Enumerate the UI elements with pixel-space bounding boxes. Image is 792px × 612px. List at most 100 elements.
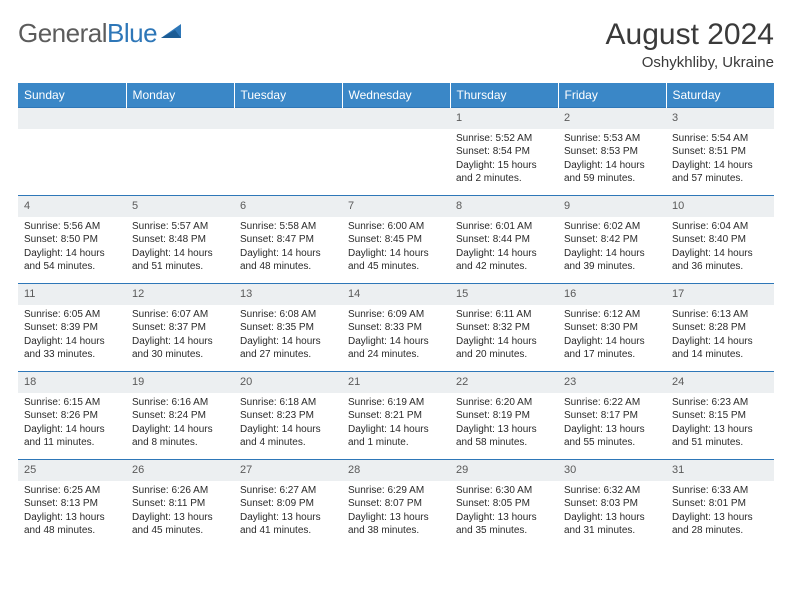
sunrise-text: Sunrise: 6:12 AM	[564, 308, 660, 322]
sunrise-text: Sunrise: 6:15 AM	[24, 396, 120, 410]
weekday-header: Monday	[126, 83, 234, 108]
calendar-cell	[126, 108, 234, 196]
sunrise-text: Sunrise: 6:33 AM	[672, 484, 768, 498]
day-number: 24	[666, 372, 774, 393]
day-number: 30	[558, 460, 666, 481]
day-number: 5	[126, 196, 234, 217]
calendar-cell: 25 Sunrise: 6:25 AMSunset: 8:13 PMDayligh…	[18, 460, 126, 548]
daylight-text: Daylight: 14 hours and 30 minutes.	[132, 335, 228, 362]
sunset-text: Sunset: 8:28 PM	[672, 321, 768, 335]
sunset-text: Sunset: 8:11 PM	[132, 497, 228, 511]
day-number: 18	[18, 372, 126, 393]
sunset-text: Sunset: 8:37 PM	[132, 321, 228, 335]
day-number: 12	[126, 284, 234, 305]
day-number: 25	[18, 460, 126, 481]
sunrise-text: Sunrise: 5:57 AM	[132, 220, 228, 234]
sunset-text: Sunset: 8:19 PM	[456, 409, 552, 423]
daylight-text: Daylight: 13 hours and 48 minutes.	[24, 511, 120, 538]
day-number: 29	[450, 460, 558, 481]
calendar-cell: 9Sunrise: 6:02 AMSunset: 8:42 PMDaylight…	[558, 196, 666, 284]
sunrise-text: Sunrise: 6:16 AM	[132, 396, 228, 410]
sunrise-text: Sunrise: 6:22 AM	[564, 396, 660, 410]
daylight-text: Daylight: 14 hours and 36 minutes.	[672, 247, 768, 274]
day-number	[234, 108, 342, 129]
calendar-cell: 13Sunrise: 6:08 AMSunset: 8:35 PMDayligh…	[234, 284, 342, 372]
daylight-text: Daylight: 14 hours and 48 minutes.	[240, 247, 336, 274]
calendar-cell: 30Sunrise: 6:32 AMSunset: 8:03 PMDayligh…	[558, 460, 666, 548]
daylight-text: Daylight: 14 hours and 54 minutes.	[24, 247, 120, 274]
calendar-cell	[234, 108, 342, 196]
sunrise-text: Sunrise: 5:58 AM	[240, 220, 336, 234]
day-number: 22	[450, 372, 558, 393]
sunset-text: Sunset: 8:32 PM	[456, 321, 552, 335]
sunset-text: Sunset: 8:05 PM	[456, 497, 552, 511]
sunset-text: Sunset: 8:42 PM	[564, 233, 660, 247]
sunrise-text: Sunrise: 6:05 AM	[24, 308, 120, 322]
day-number: 8	[450, 196, 558, 217]
daylight-text: Daylight: 14 hours and 39 minutes.	[564, 247, 660, 274]
calendar-cell: 27Sunrise: 6:27 AMSunset: 8:09 PMDayligh…	[234, 460, 342, 548]
daylight-text: Daylight: 13 hours and 58 minutes.	[456, 423, 552, 450]
day-number: 9	[558, 196, 666, 217]
sunrise-text: Sunrise: 6:11 AM	[456, 308, 552, 322]
sunset-text: Sunset: 8:54 PM	[456, 145, 552, 159]
brand-logo: GeneralBlue	[18, 18, 183, 49]
sunset-text: Sunset: 8:15 PM	[672, 409, 768, 423]
calendar-cell: 1Sunrise: 5:52 AMSunset: 8:54 PMDaylight…	[450, 108, 558, 196]
location-label: Oshykhliby, Ukraine	[606, 54, 774, 71]
day-number	[18, 108, 126, 129]
calendar-cell: 5Sunrise: 5:57 AMSunset: 8:48 PMDaylight…	[126, 196, 234, 284]
daylight-text: Daylight: 14 hours and 4 minutes.	[240, 423, 336, 450]
calendar-cell: 14Sunrise: 6:09 AMSunset: 8:33 PMDayligh…	[342, 284, 450, 372]
day-number: 4	[18, 196, 126, 217]
calendar-cell: 21Sunrise: 6:19 AMSunset: 8:21 PMDayligh…	[342, 372, 450, 460]
day-number: 10	[666, 196, 774, 217]
day-number	[126, 108, 234, 129]
daylight-text: Daylight: 14 hours and 1 minute.	[348, 423, 444, 450]
calendar-row: 1Sunrise: 5:52 AMSunset: 8:54 PMDaylight…	[18, 108, 774, 196]
day-number: 7	[342, 196, 450, 217]
sunrise-text: Sunrise: 5:53 AM	[564, 132, 660, 146]
daylight-text: Daylight: 14 hours and 20 minutes.	[456, 335, 552, 362]
sunrise-text: Sunrise: 6:07 AM	[132, 308, 228, 322]
sunset-text: Sunset: 8:47 PM	[240, 233, 336, 247]
sunrise-text: Sunrise: 6:19 AM	[348, 396, 444, 410]
calendar-cell: 2Sunrise: 5:53 AMSunset: 8:53 PMDaylight…	[558, 108, 666, 196]
day-number: 21	[342, 372, 450, 393]
sunrise-text: Sunrise: 6:25 AM	[24, 484, 120, 498]
calendar-cell: 6 Sunrise: 5:58 AMSunset: 8:47 PMDaylight…	[234, 196, 342, 284]
daylight-text: Daylight: 13 hours and 31 minutes.	[564, 511, 660, 538]
sunset-text: Sunset: 8:51 PM	[672, 145, 768, 159]
sunset-text: Sunset: 8:39 PM	[24, 321, 120, 335]
day-number: 23	[558, 372, 666, 393]
daylight-text: Daylight: 15 hours and 2 minutes.	[456, 159, 552, 186]
calendar-cell: 12 Sunrise: 6:07 AMSunset: 8:37 PMDayligh…	[126, 284, 234, 372]
sunset-text: Sunset: 8:26 PM	[24, 409, 120, 423]
brand-name: GeneralBlue	[18, 18, 157, 49]
sunrise-text: Sunrise: 6:13 AM	[672, 308, 768, 322]
calendar-cell: 19Sunrise: 6:16 AMSunset: 8:24 PMDayligh…	[126, 372, 234, 460]
daylight-text: Daylight: 13 hours and 51 minutes.	[672, 423, 768, 450]
day-number: 6	[234, 196, 342, 217]
calendar-row: 25Sunrise: 6:25 AMSunset: 8:13 PMDayligh…	[18, 460, 774, 548]
sunset-text: Sunset: 8:03 PM	[564, 497, 660, 511]
sunset-text: Sunset: 8:09 PM	[240, 497, 336, 511]
daylight-text: Daylight: 14 hours and 11 minutes.	[24, 423, 120, 450]
sunset-text: Sunset: 8:35 PM	[240, 321, 336, 335]
brand-word-1: General	[18, 18, 107, 48]
day-number: 19	[126, 372, 234, 393]
day-number: 2	[558, 108, 666, 129]
day-number	[342, 108, 450, 129]
sunrise-text: Sunrise: 6:29 AM	[348, 484, 444, 498]
calendar-cell: 24Sunrise: 6:23 AMSunset: 8:15 PMDayligh…	[666, 372, 774, 460]
sunrise-text: Sunrise: 6:30 AM	[456, 484, 552, 498]
sunset-text: Sunset: 8:44 PM	[456, 233, 552, 247]
daylight-text: Daylight: 14 hours and 57 minutes.	[672, 159, 768, 186]
calendar-cell: 11Sunrise: 6:05 AMSunset: 8:39 PMDayligh…	[18, 284, 126, 372]
calendar-cell: 26Sunrise: 6:26 AMSunset: 8:11 PMDayligh…	[126, 460, 234, 548]
sunset-text: Sunset: 8:24 PM	[132, 409, 228, 423]
day-number: 17	[666, 284, 774, 305]
sunrise-text: Sunrise: 6:00 AM	[348, 220, 444, 234]
sunset-text: Sunset: 8:13 PM	[24, 497, 120, 511]
calendar-cell: 4Sunrise: 5:56 AMSunset: 8:50 PMDaylight…	[18, 196, 126, 284]
